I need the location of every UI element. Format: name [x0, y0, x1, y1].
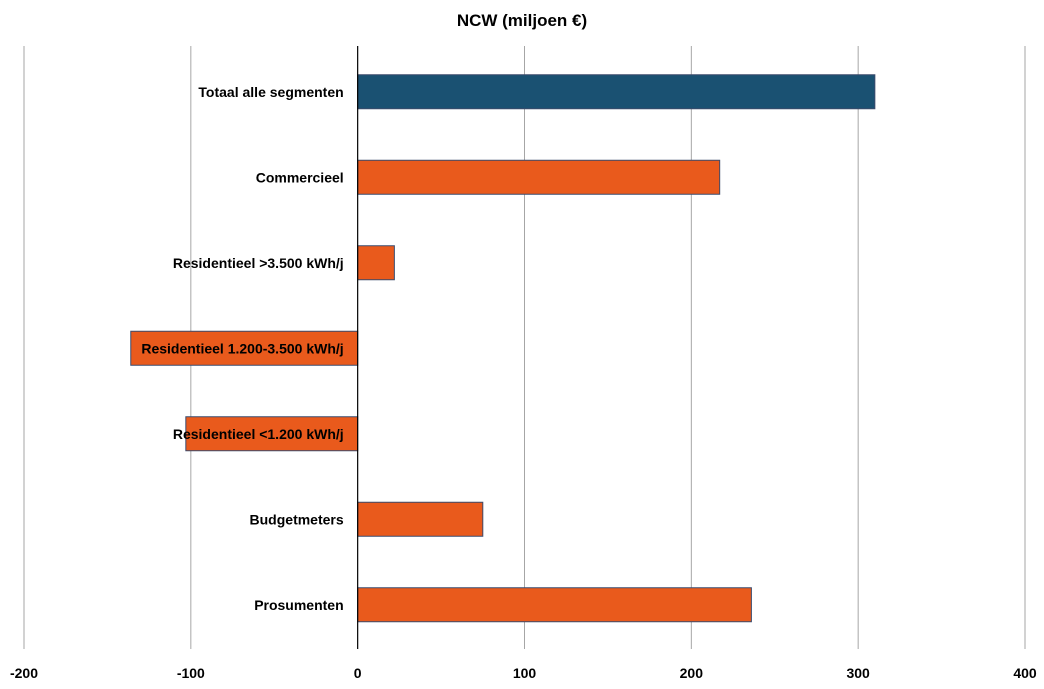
x-tick-label: 400 — [1013, 665, 1037, 681]
x-tick-label: -100 — [177, 665, 205, 681]
bar — [357, 159, 721, 195]
bar — [130, 330, 359, 366]
x-tick-label: 200 — [680, 665, 704, 681]
gridlines — [23, 46, 1026, 649]
bars — [130, 74, 876, 623]
category-label: Budgetmeters — [250, 511, 344, 527]
bar — [357, 587, 752, 623]
bar — [185, 416, 359, 452]
bar — [357, 245, 395, 281]
x-tick-labels: -200 -100 0 100 200 300 400 — [10, 665, 1037, 681]
category-label: Prosumenten — [254, 597, 343, 613]
category-label: Residentieel <1.200 kWh/j — [173, 426, 344, 442]
x-tick-label: -200 — [10, 665, 38, 681]
chart-title: NCW (miljoen €) — [457, 11, 587, 30]
category-label: Commercieel — [256, 169, 344, 185]
category-labels: Totaal alle segmenten Commercieel Resident… — [141, 84, 344, 613]
x-tick-label: 300 — [846, 665, 870, 681]
bar — [357, 74, 876, 110]
x-tick-label: 0 — [354, 665, 362, 681]
category-label: Residentieel >3.500 kWh/j — [173, 255, 344, 271]
bar — [357, 501, 484, 537]
x-tick-label: 100 — [513, 665, 537, 681]
category-label: Totaal alle segmenten — [198, 84, 343, 100]
category-label: Residentieel 1.200-3.500 kWh/j — [141, 340, 343, 356]
